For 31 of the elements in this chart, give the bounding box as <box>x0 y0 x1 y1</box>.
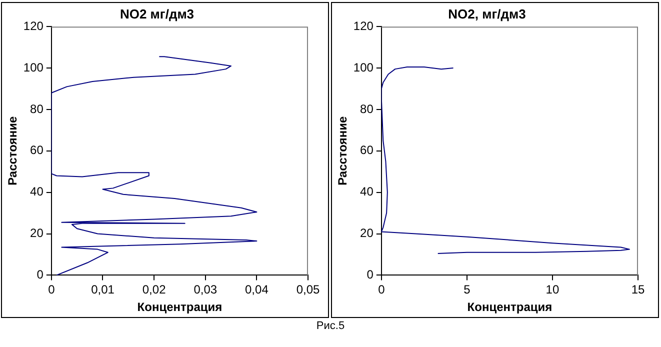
y-tick-label: 0 <box>36 268 44 282</box>
x-tick-label: 0,03 <box>194 282 218 297</box>
y-tick-label: 40 <box>360 184 374 199</box>
y-axis-title: Расстояние <box>336 116 350 186</box>
y-tick-label: 20 <box>30 226 44 240</box>
x-tick-label: 0 <box>378 282 386 297</box>
y-tick-label: 0 <box>366 268 374 282</box>
chart-title: NO2, мг/дм3 <box>448 6 526 22</box>
x-axis-title: Концентрация <box>137 300 222 314</box>
y-tick-label: 60 <box>360 143 374 158</box>
y-tick-label: 100 <box>23 60 44 74</box>
y-tick-label: 120 <box>353 18 374 33</box>
x-axis-title: Концентрация <box>467 300 552 314</box>
x-tick-label: 0,04 <box>245 282 269 297</box>
y-tick-label: 40 <box>30 184 44 199</box>
y-tick-label: 20 <box>360 226 374 240</box>
x-tick-label: 0,01 <box>91 282 115 297</box>
x-tick-label: 5 <box>464 282 471 297</box>
x-tick-label: 15 <box>631 282 645 297</box>
chart-title: NO2 мг/дм3 <box>120 6 194 22</box>
x-tick-label: 10 <box>546 282 560 297</box>
y-tick-label: 80 <box>30 102 44 116</box>
y-tick-label: 60 <box>30 143 44 158</box>
text: Рис.5 <box>315 320 346 332</box>
x-tick-label: 0,05 <box>296 282 320 297</box>
y-tick-label: 80 <box>360 102 374 116</box>
x-tick-label: 0 <box>48 282 56 297</box>
y-tick-label: 100 <box>353 60 374 74</box>
y-tick-label: 120 <box>23 18 44 33</box>
y-axis-title: Расстояние <box>6 116 20 186</box>
x-tick-label: 0,02 <box>142 282 166 297</box>
